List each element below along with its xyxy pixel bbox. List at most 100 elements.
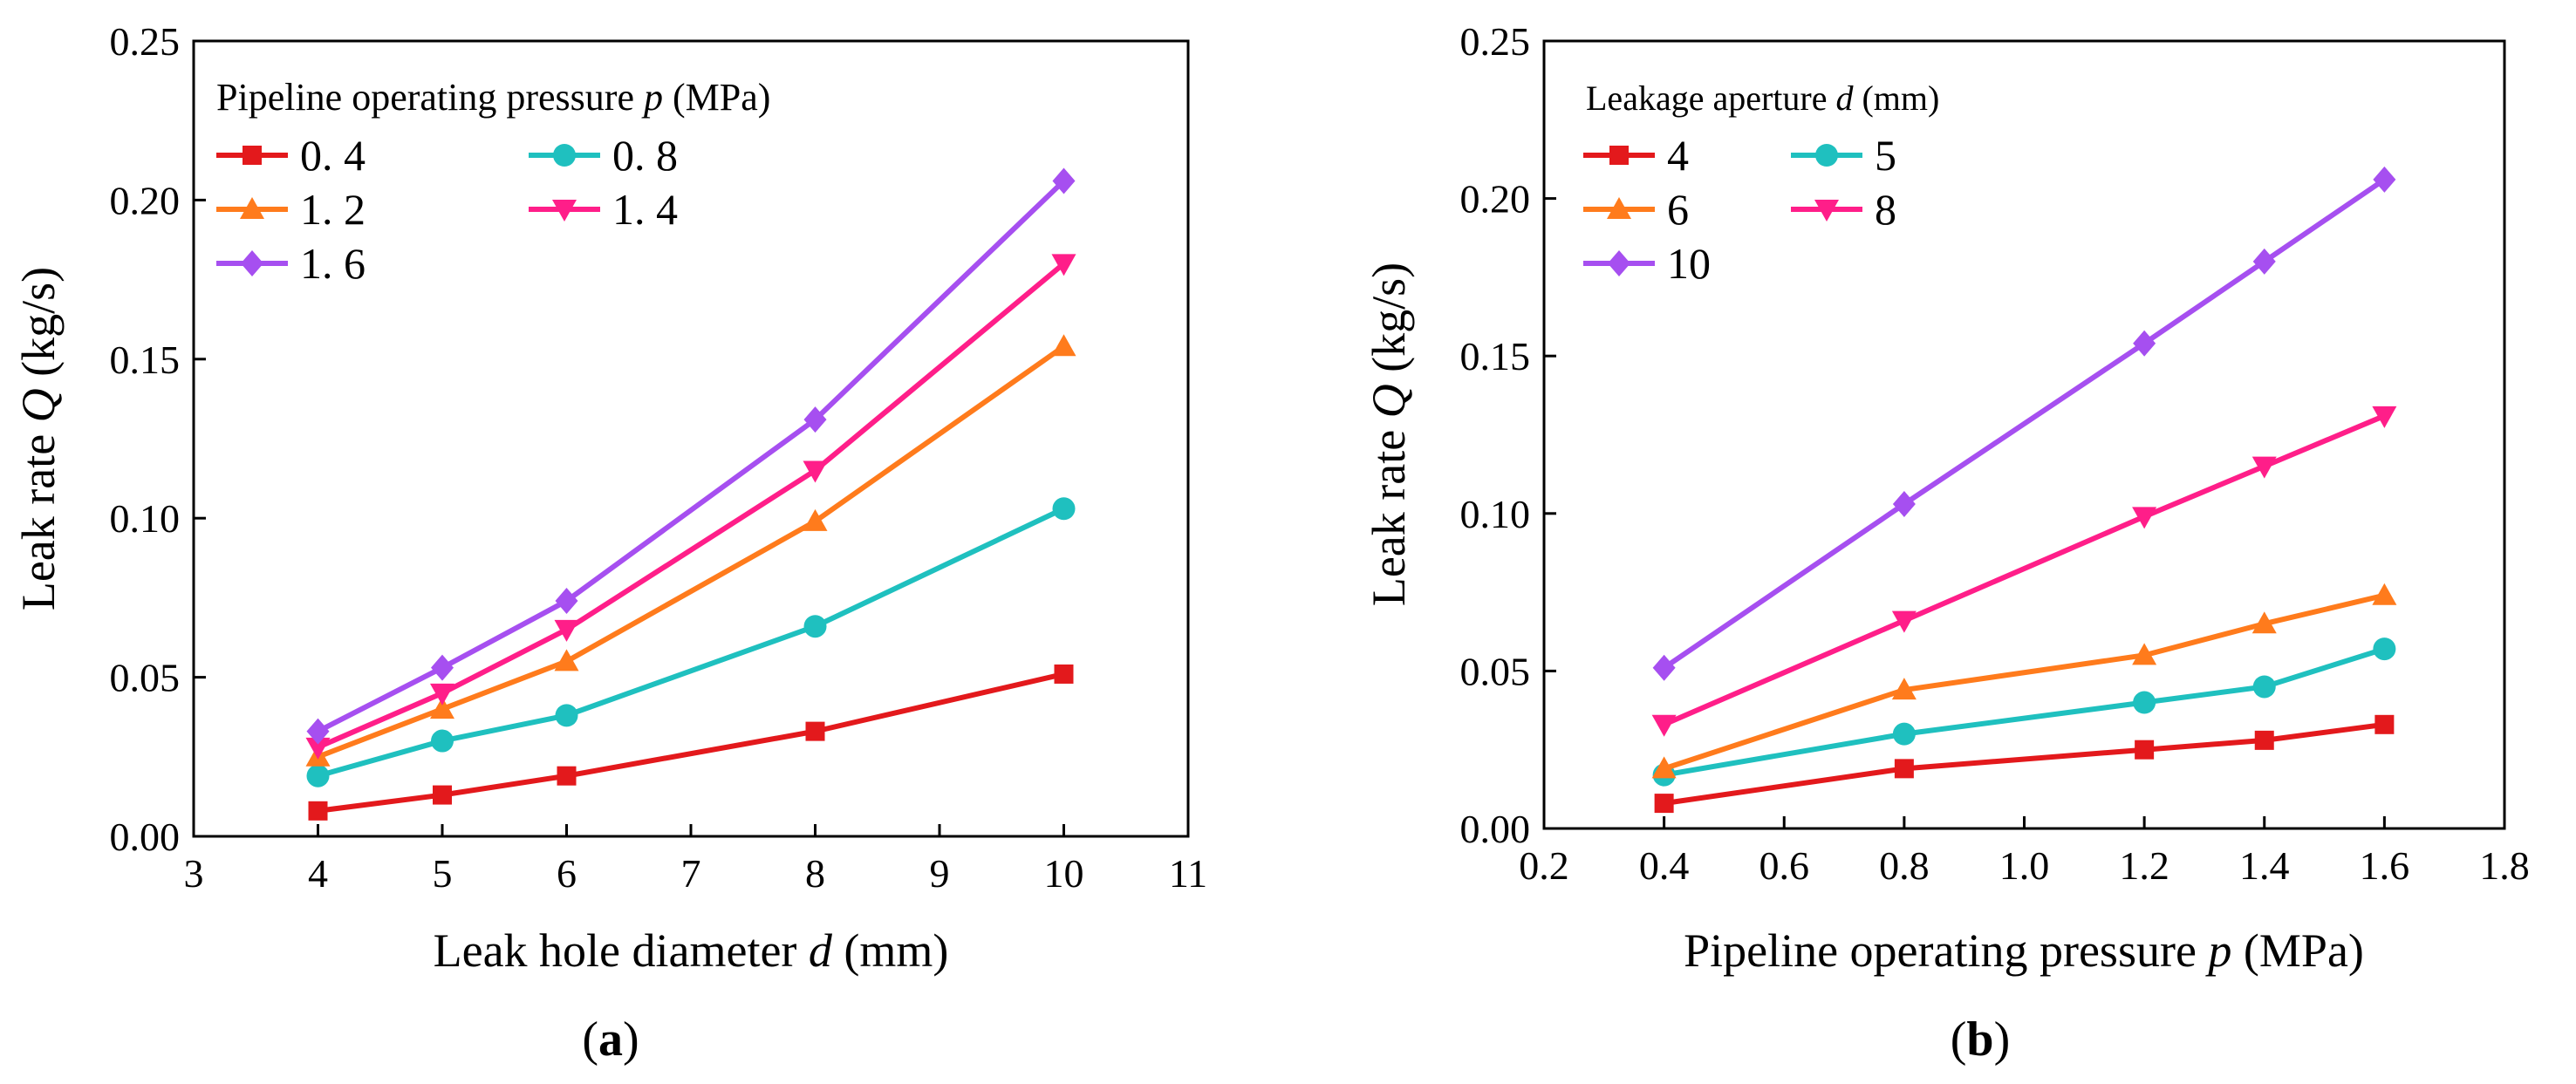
legend-marker [243, 146, 262, 165]
data-point [2372, 583, 2397, 605]
data-point [1891, 610, 1917, 633]
y-tick-label: 0.00 [1460, 807, 1531, 851]
data-point [805, 721, 825, 741]
data-point [431, 654, 454, 681]
series-line [1663, 413, 2386, 727]
data-point [1892, 490, 1916, 517]
data-point [2252, 248, 2276, 275]
legend-entry: 5 [1791, 131, 1896, 180]
x-axis-label-b: Pipeline operating pressure p (MPa) [1684, 924, 2364, 977]
panel-label-b: (b) [1951, 1012, 2010, 1067]
data-point [554, 649, 579, 672]
data-point [2135, 740, 2155, 760]
legend-title-b: Leakage aperture d (mm) [1586, 78, 1939, 118]
data-point [2254, 730, 2274, 750]
data-point [2132, 507, 2157, 529]
series-layer-a [305, 167, 1076, 821]
legend-marker [1609, 146, 1629, 165]
legend-entry: 8 [1791, 185, 1896, 234]
legend-entry: 0. 8 [529, 131, 678, 180]
x-tick-label: 6 [557, 851, 577, 896]
x-tick-label: 0.8 [1879, 843, 1930, 888]
data-point [1651, 756, 1677, 779]
x-tick-label: 5 [433, 851, 453, 896]
data-point [803, 460, 828, 483]
x-tick-label: 3 [184, 851, 204, 896]
legend-marker [240, 197, 264, 219]
legend-entry: 1. 4 [529, 185, 678, 234]
data-point [433, 785, 452, 805]
x-tick-label: 1.6 [2360, 843, 2410, 888]
series-8 [1651, 406, 2397, 737]
data-point [555, 704, 578, 727]
legend-entry: 10 [1583, 239, 1711, 288]
x-tick-label: 0.2 [1519, 843, 1569, 888]
data-point [305, 737, 331, 760]
y-axis-label-a: Leak rate Q (kg/s) [12, 267, 65, 610]
axis-ticks-a: 3 4 5 6 7 8 9 10 11 0.00 0.05 0.10 0.15 0.20 0.25 [110, 19, 1208, 896]
legend-entry: 0. 4 [216, 131, 366, 180]
legend-label: 4 [1667, 131, 1689, 180]
x-tick-label: 1.4 [2239, 843, 2290, 888]
legend-marker [552, 200, 577, 222]
chart-panel-a: 3 4 5 6 7 8 9 10 11 0.00 0.05 0.10 0.15 0.20 0.25 Leak… [12, 19, 1207, 1067]
x-tick-label: 11 [1169, 851, 1207, 896]
y-tick-label: 0.05 [1460, 649, 1531, 693]
data-point [803, 615, 827, 638]
y-tick-label: 0.10 [110, 496, 181, 541]
data-point [1654, 794, 1674, 814]
data-point [2373, 166, 2396, 193]
y-axis-label-b: Leak rate Q (kg/s) [1363, 262, 1415, 606]
legend-label: 5 [1875, 131, 1896, 180]
x-tick-label: 1.2 [2119, 843, 2169, 888]
x-tick-label: 8 [805, 851, 825, 896]
data-point [1892, 722, 1916, 746]
y-tick-label: 0.25 [1460, 19, 1531, 64]
x-tick-label: 0.6 [1759, 843, 1810, 888]
series-12 [305, 334, 1076, 767]
series-line [1664, 721, 2385, 807]
legend-label: 1. 4 [612, 185, 678, 234]
legend-marker [241, 250, 263, 276]
legend-b: 4 5 6 8 10 [1583, 131, 1896, 288]
data-point [1052, 167, 1076, 194]
plot-frame-a [192, 39, 1190, 838]
data-point [2251, 456, 2277, 479]
legend-marker [1814, 200, 1839, 222]
legend-entry: 4 [1583, 131, 1689, 180]
data-point [2252, 675, 2276, 699]
series-4 [1654, 714, 2395, 814]
x-tick-label: 4 [308, 851, 328, 896]
series-16 [306, 167, 1076, 745]
series-6 [1651, 583, 2397, 779]
series-line [317, 179, 1066, 734]
data-point [554, 619, 579, 642]
series-line [1662, 177, 2387, 671]
legend-marker [1607, 197, 1631, 219]
x-tick-label: 9 [930, 851, 950, 896]
panel-label-a: (a) [582, 1012, 639, 1067]
series-14 [305, 254, 1076, 760]
y-tick-label: 0.20 [110, 178, 181, 222]
data-point [557, 766, 577, 786]
legend-marker [1608, 250, 1630, 276]
data-point [2133, 691, 2156, 714]
legend-label: 1. 2 [300, 185, 366, 234]
data-point [1652, 654, 1676, 681]
data-point [1651, 714, 1677, 737]
y-tick-label: 0.20 [1460, 177, 1531, 222]
series-layer-b [1651, 166, 2397, 814]
legend-marker [1815, 144, 1838, 167]
data-point [2372, 406, 2397, 428]
data-point [803, 406, 827, 433]
legend-label: 6 [1667, 185, 1689, 234]
y-tick-label: 0.10 [1460, 492, 1531, 536]
legend-marker [553, 144, 576, 167]
x-tick-label: 7 [681, 851, 701, 896]
data-point [1051, 254, 1076, 276]
legend-entry: 6 [1583, 185, 1689, 234]
data-point [430, 683, 454, 706]
data-point [2373, 637, 2396, 661]
legend-entry: 1. 6 [216, 239, 366, 288]
